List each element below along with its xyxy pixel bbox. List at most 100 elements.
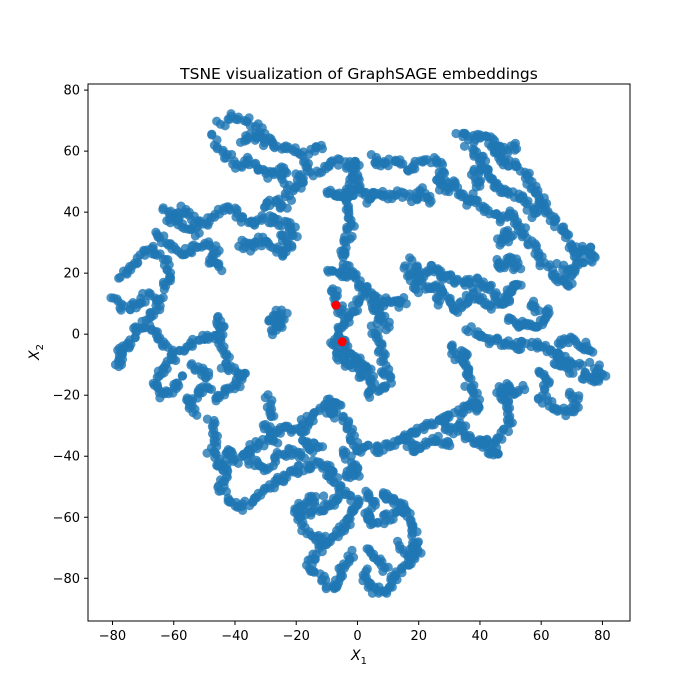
scatter-point xyxy=(211,396,221,406)
scatter-point xyxy=(377,383,387,393)
scatter-point xyxy=(509,141,519,151)
scatter-point xyxy=(362,564,372,574)
y-tick-label: −80 xyxy=(53,572,80,587)
x-tick-label: −20 xyxy=(283,629,310,644)
scatter-point xyxy=(471,195,481,205)
scatter-point xyxy=(407,255,417,265)
scatter-point xyxy=(114,343,125,353)
y-tick-label: 40 xyxy=(63,206,80,221)
y-axis-label-sub: 2 xyxy=(35,344,46,350)
y-tick-label: 80 xyxy=(63,84,80,99)
scatter-point xyxy=(214,259,224,269)
scatter-point xyxy=(192,410,202,420)
scatter-point xyxy=(215,119,226,129)
scatter-point xyxy=(116,305,126,315)
scatter-point xyxy=(530,307,540,317)
scatter-point xyxy=(503,237,514,247)
scatter-point xyxy=(190,231,200,241)
scatter-point xyxy=(252,133,262,143)
scatter-point xyxy=(317,144,327,154)
scatter-point xyxy=(177,371,187,381)
scatter-point xyxy=(541,306,551,316)
scatter-point xyxy=(192,242,202,252)
scatter-point xyxy=(445,441,455,451)
scatter-point xyxy=(114,273,124,283)
scatter-point xyxy=(579,374,589,384)
y-tick-label: −20 xyxy=(53,389,80,404)
scatter-point xyxy=(202,448,212,458)
scatter-point xyxy=(213,313,223,323)
scatter-point xyxy=(365,392,375,402)
y-axis-label-base: X xyxy=(27,350,43,361)
scatter-point xyxy=(560,232,571,243)
x-tick-label: 0 xyxy=(353,629,361,644)
scatter-point xyxy=(286,195,297,205)
scatter-point xyxy=(407,531,417,541)
scatter-point xyxy=(401,299,411,309)
scatter-point xyxy=(518,380,528,391)
highlight-point xyxy=(331,300,341,310)
scatter-point xyxy=(461,348,471,358)
scatter-point xyxy=(516,264,526,274)
scatter-point xyxy=(267,395,277,405)
scatter-point xyxy=(425,198,435,208)
scatter-point xyxy=(221,153,231,163)
scatter-point xyxy=(484,339,494,349)
scatter-point xyxy=(338,252,348,262)
y-axis: −80 −60 −40 −20 0 20 40 60 80 xyxy=(53,84,88,587)
scatter-point xyxy=(218,330,228,340)
scatter-point xyxy=(342,515,352,525)
scatter-point xyxy=(422,155,432,165)
scatter-point xyxy=(148,241,158,251)
scatter-point xyxy=(347,269,357,279)
scatter-point xyxy=(383,562,393,572)
scatter-point xyxy=(396,159,406,169)
scatter-point xyxy=(363,440,373,450)
scatter-point xyxy=(273,438,283,448)
scatter-point xyxy=(336,570,346,581)
scatter-point xyxy=(240,496,250,506)
scatter-point xyxy=(516,280,526,290)
scatter-point xyxy=(236,217,246,227)
y-tick-label: −60 xyxy=(53,511,80,526)
scatter-point xyxy=(577,241,588,251)
y-tick-label: −40 xyxy=(53,450,80,465)
x-axis-label-base: X xyxy=(350,648,361,664)
scatter-point xyxy=(340,489,350,500)
scatter-point xyxy=(334,400,344,410)
scatter-point xyxy=(421,437,431,447)
scatter-point xyxy=(333,160,343,170)
scatter-point xyxy=(398,545,408,555)
chart-title: TSNE visualization of GraphSAGE embeddin… xyxy=(179,65,538,83)
scatter-point xyxy=(296,427,306,437)
scatter-point xyxy=(430,436,440,446)
scatter-point xyxy=(314,406,324,416)
plot-area-frame xyxy=(87,83,631,622)
scatter-point xyxy=(565,368,575,378)
scatter-point xyxy=(587,257,597,267)
scatter-point xyxy=(344,205,354,216)
scatter-point xyxy=(266,411,276,422)
x-axis-label: X1 xyxy=(350,648,367,667)
points-layer xyxy=(106,109,611,598)
scatter-point xyxy=(519,197,530,207)
y-tick-label: 20 xyxy=(63,267,80,282)
scatter-point xyxy=(410,156,420,166)
scatter-point xyxy=(567,279,577,289)
scatter-point xyxy=(476,164,486,174)
scatter-point xyxy=(334,324,344,334)
scatter-point xyxy=(460,381,470,391)
scatter-point xyxy=(159,284,169,295)
scatter-point xyxy=(441,186,451,196)
scatter-point xyxy=(154,371,164,381)
x-tick-label: 80 xyxy=(594,629,611,644)
x-axis: −80 −60 −40 −20 0 20 40 60 80 xyxy=(99,621,611,644)
scatter-point xyxy=(382,439,392,449)
x-tick-label: −60 xyxy=(160,629,187,644)
scatter-point xyxy=(585,345,595,356)
scatter-point xyxy=(171,378,182,388)
scatter-point xyxy=(204,240,214,250)
scatter-point xyxy=(427,420,437,430)
y-axis-label: X2 xyxy=(27,344,46,361)
scatter-point xyxy=(565,387,575,397)
